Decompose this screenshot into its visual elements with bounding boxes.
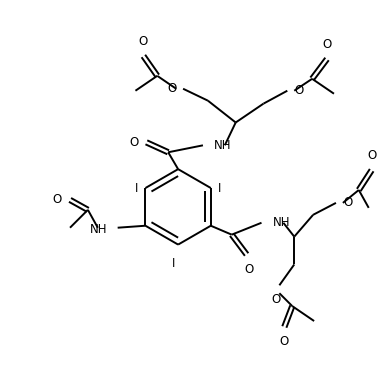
Text: O: O [129,136,138,149]
Text: O: O [280,335,289,348]
Text: NH: NH [90,223,108,236]
Text: O: O [272,293,281,306]
Text: NH: NH [214,139,231,152]
Text: O: O [294,84,303,97]
Text: O: O [244,263,253,276]
Text: O: O [139,35,148,48]
Text: O: O [322,38,332,51]
Text: I: I [172,257,175,271]
Text: O: O [167,82,176,95]
Text: I: I [135,181,138,195]
Text: O: O [53,194,62,206]
Text: NH: NH [272,216,290,229]
Text: I: I [218,181,221,195]
Text: O: O [343,197,352,209]
Text: O: O [367,149,376,162]
